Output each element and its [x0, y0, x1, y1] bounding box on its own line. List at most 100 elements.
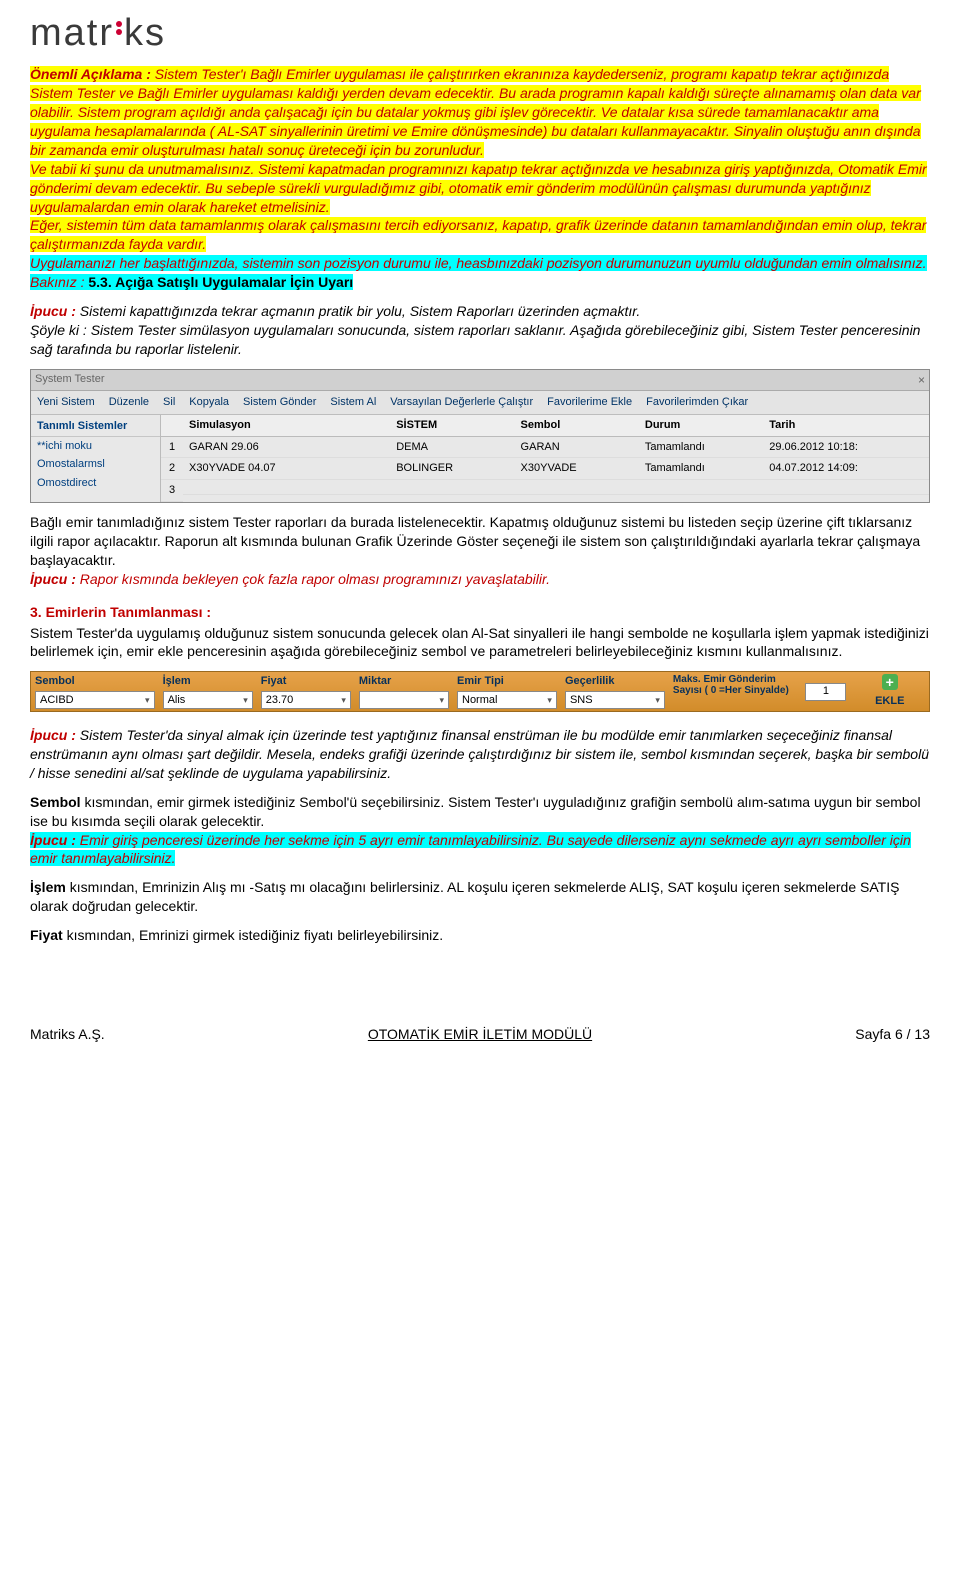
col-sim: Simulasyon [183, 415, 390, 436]
toolbar-edit[interactable]: Düzenle [109, 395, 149, 410]
tip-body-3: Sistem Tester'da sinyal almak için üzeri… [30, 727, 929, 781]
ob-h-fiyat: Fiyat [261, 674, 351, 689]
toolbar-fav-remove[interactable]: Favorilerimden Çıkar [646, 395, 748, 410]
cell-system: BOLINGER [390, 458, 514, 480]
ob-maks-label: Maks. Emir Gönderim Sayısı ( 0 =Her Siny… [673, 674, 797, 696]
fiyat-paragraph: Fiyat kısmından, Emrinizi girmek istediğ… [30, 926, 930, 945]
islem-select[interactable]: Alis [163, 691, 253, 709]
col-symbol: Sembol [515, 415, 639, 436]
plus-icon: + [882, 674, 898, 690]
gecerlilik-select[interactable]: SNS [565, 691, 665, 709]
ekle-button[interactable]: + EKLE [850, 672, 929, 711]
logo: matr ks [30, 8, 930, 59]
important-note-ref: 5.3. Açığa Satışlı Uygulamalar İçin Uyar… [88, 274, 353, 290]
ob-h-sembol: Sembol [35, 674, 155, 689]
cell-symbol: GARAN [515, 437, 639, 459]
sidebar-item[interactable]: Omostalarmsl [31, 455, 160, 474]
toolbar-new[interactable]: Yeni Sistem [37, 395, 95, 410]
logo-dots-icon [116, 21, 122, 35]
maks-input[interactable]: 1 [805, 683, 846, 701]
toolbar-receive[interactable]: Sistem Al [330, 395, 376, 410]
important-note-body-1: Sistem Tester'ı Bağlı Emirler uygulaması… [30, 66, 921, 158]
ob-h-emirtipi: Emir Tipi [457, 674, 557, 689]
sidebar-item[interactable]: **ichi moku [31, 437, 160, 456]
tip-body-2: Rapor kısmında bekleyen çok fazla rapor … [80, 571, 550, 587]
tip-paragraph-3: İpucu : Sistem Tester'da sinyal almak iç… [30, 726, 930, 783]
logo-text-prefix: matr [30, 8, 114, 59]
cell-system [390, 488, 514, 495]
emirtipi-select[interactable]: Normal [457, 691, 557, 709]
close-icon[interactable]: × [918, 372, 925, 388]
tip-body-1b: Şöyle ki : Sistem Tester simülasyon uygu… [30, 322, 920, 357]
cell-sim [183, 488, 390, 495]
cell-system: DEMA [390, 437, 514, 459]
footer-right: Sayfa 6 / 13 [855, 1025, 930, 1044]
fiyat-body: kısmından, Emrinizi girmek istediğiniz f… [67, 927, 444, 943]
col-date: Tarih [763, 415, 929, 436]
sidebar-header: Tanımlı Sistemler [31, 417, 160, 437]
table-row[interactable]: 3 [161, 480, 929, 502]
important-note-label: Önemli Açıklama : [30, 66, 155, 82]
tip-body-1a: Sistemi kapattığınızda tekrar açmanın pr… [80, 303, 641, 319]
footer-left: Matriks A.Ş. [30, 1025, 105, 1044]
table-row[interactable]: 2 X30YVADE 04.07 BOLINGER X30YVADE Tamam… [161, 458, 929, 480]
islem-body: kısmından, Emrinizin Alış mı -Satış mı o… [30, 879, 899, 914]
reports-explain: Bağlı emir tanımladığınız sistem Tester … [30, 513, 930, 589]
tip-label-4: İpucu : [30, 832, 80, 848]
reports-table: Simulasyon SİSTEM Sembol Durum Tarih 1 G… [161, 415, 929, 502]
window-title: System Tester [35, 372, 105, 387]
col-status: Durum [639, 415, 763, 436]
sembol-label: Sembol [30, 794, 84, 810]
important-note-paragraph: Önemli Açıklama : Sistem Tester'ı Bağlı … [30, 65, 930, 292]
cell-idx: 1 [161, 437, 183, 459]
islem-label: İşlem [30, 879, 70, 895]
ob-h-gecerlilik: Geçerlilik [565, 674, 665, 689]
fiyat-label: Fiyat [30, 927, 67, 943]
ekle-label: EKLE [875, 694, 904, 709]
page-footer: Matriks A.Ş. OTOMATİK EMİR İLETİM MODÜLÜ… [30, 1025, 930, 1044]
cell-sim: GARAN 29.06 [183, 437, 390, 459]
toolbar-send[interactable]: Sistem Gönder [243, 395, 316, 410]
cell-status [639, 488, 763, 495]
logo-text-suffix: ks [124, 8, 166, 59]
cell-date: 04.07.2012 14:09: [763, 458, 929, 480]
tip-body-4: Emir giriş penceresi üzerinde her sekme … [30, 832, 911, 867]
tip-label-3: İpucu : [30, 727, 80, 743]
col-idx [161, 422, 183, 428]
window-toolbar: Yeni Sistem Düzenle Sil Kopyala Sistem G… [31, 391, 929, 415]
section-3-body: Sistem Tester'da uygulamış olduğunuz sis… [30, 624, 930, 662]
islem-paragraph: İşlem kısmından, Emrinizin Alış mı -Satı… [30, 878, 930, 916]
table-row[interactable]: 1 GARAN 29.06 DEMA GARAN Tamamlandı 29.0… [161, 437, 929, 459]
system-tester-window: System Tester × Yeni Sistem Düzenle Sil … [30, 369, 930, 503]
ob-h-islem: İşlem [163, 674, 253, 689]
tip-label-2: İpucu : [30, 571, 80, 587]
section-3-title: 3. Emirlerin Tanımlanması : [30, 603, 930, 622]
toolbar-defaults[interactable]: Varsayılan Değerlerle Çalıştır [390, 395, 533, 410]
miktar-select[interactable] [359, 691, 449, 709]
sembol-paragraph: Sembol kısmından, emir girmek istediğini… [30, 793, 930, 869]
sembol-select[interactable]: ACIBD [35, 691, 155, 709]
cell-sim: X30YVADE 04.07 [183, 458, 390, 480]
important-note-body-2: Ve tabii ki şunu da unutmamalısınız. Sis… [30, 161, 927, 215]
tip-paragraph-1: İpucu : Sistemi kapattığınızda tekrar aç… [30, 302, 930, 359]
table-header-row: Simulasyon SİSTEM Sembol Durum Tarih [161, 415, 929, 437]
cell-date: 29.06.2012 10:18: [763, 437, 929, 459]
important-note-body-3: Eğer, sistemin tüm data tamamlanmış olar… [30, 217, 926, 252]
window-titlebar: System Tester × [31, 370, 929, 391]
toolbar-delete[interactable]: Sil [163, 395, 175, 410]
cell-status: Tamamlandı [639, 437, 763, 459]
toolbar-fav-add[interactable]: Favorilerime Ekle [547, 395, 632, 410]
cell-symbol [515, 488, 639, 495]
sembol-body: kısmından, emir girmek istediğiniz Sembo… [30, 794, 921, 829]
cell-idx: 2 [161, 458, 183, 480]
sidebar-item[interactable]: Omostdirect [31, 474, 160, 493]
cell-status: Tamamlandı [639, 458, 763, 480]
fiyat-select[interactable]: 23.70 [261, 691, 351, 709]
toolbar-copy[interactable]: Kopyala [189, 395, 229, 410]
cell-symbol: X30YVADE [515, 458, 639, 480]
footer-center: OTOMATİK EMİR İLETİM MODÜLÜ [368, 1025, 592, 1044]
reports-explain-body: Bağlı emir tanımladığınız sistem Tester … [30, 514, 920, 568]
cell-idx: 3 [161, 480, 183, 502]
col-system: SİSTEM [390, 415, 514, 436]
cell-date [763, 488, 929, 495]
